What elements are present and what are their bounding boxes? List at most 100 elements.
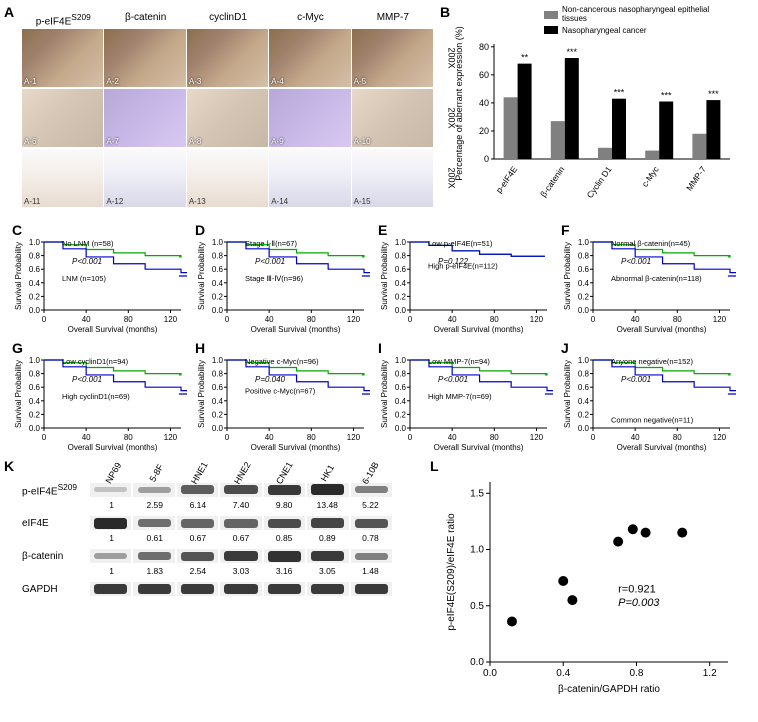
ihc-cell: A-3 — [187, 29, 268, 87]
svg-text:Overall Survival (months): Overall Survival (months) — [251, 325, 341, 334]
col-mmp7: MMP-7 — [352, 12, 434, 27]
svg-text:Overall Survival (months): Overall Survival (months) — [68, 325, 158, 334]
survival-svg: 040801200.00.20.40.60.81.0Overall Surviv… — [12, 356, 187, 452]
band — [90, 582, 131, 596]
svg-text:p-eIF4E: p-eIF4E — [494, 164, 520, 195]
western-row-label: GAPDH — [22, 584, 90, 595]
svg-text:1.0: 1.0 — [212, 238, 224, 247]
svg-text:Normal β-catenin(n=45): Normal β-catenin(n=45) — [611, 239, 691, 248]
ihc-cell-label: A-10 — [352, 136, 373, 147]
ihc-cell: A-13 — [187, 149, 268, 207]
svg-text:0.6: 0.6 — [395, 383, 407, 392]
western-value: 1 — [90, 533, 133, 543]
svg-text:0.2: 0.2 — [212, 292, 224, 301]
svg-text:0.8: 0.8 — [630, 668, 644, 679]
western-value: 7.40 — [219, 500, 262, 510]
svg-text:0.2: 0.2 — [395, 410, 407, 419]
svg-text:High MMP-7(n=69): High MMP-7(n=69) — [428, 392, 492, 401]
svg-text:0.8: 0.8 — [29, 370, 41, 379]
svg-text:***: *** — [708, 89, 719, 99]
band — [177, 549, 218, 563]
western-header: NP695-8FHNE1HNE2CNE1HK16-10B — [92, 468, 392, 478]
western-values: 12.596.147.409.8013.485.22 — [90, 500, 392, 510]
svg-text:0.8: 0.8 — [29, 252, 41, 261]
svg-text:0.4: 0.4 — [556, 668, 570, 679]
ihc-cell: A-2 — [104, 29, 185, 87]
survival-svg: 040801200.00.20.40.60.81.0Overall Surviv… — [561, 356, 736, 452]
panel-i-label: I — [378, 340, 382, 356]
band — [220, 516, 261, 530]
svg-text:80: 80 — [307, 433, 316, 442]
panel-b-label: B — [440, 4, 450, 20]
survival-panel-c: C040801200.00.20.40.60.81.0Overall Survi… — [12, 222, 187, 332]
ihc-cell-label: A-4 — [269, 76, 285, 87]
svg-text:Percentage of aberrant express: Percentage of aberrant expression (%) — [454, 26, 464, 181]
svg-text:P=0.003: P=0.003 — [618, 597, 660, 609]
svg-text:0.4: 0.4 — [29, 279, 41, 288]
svg-text:120: 120 — [164, 315, 178, 324]
svg-text:LNM (n=105): LNM (n=105) — [62, 274, 106, 283]
western-row: GAPDH — [22, 582, 392, 596]
svg-text:***: *** — [614, 88, 625, 98]
western-value: 0.85 — [263, 533, 306, 543]
svg-text:Overall Survival (months): Overall Survival (months) — [251, 443, 341, 452]
svg-text:1.5: 1.5 — [470, 488, 484, 499]
svg-text:0: 0 — [591, 315, 596, 324]
svg-text:0.0: 0.0 — [483, 668, 497, 679]
svg-text:Stage Ⅲ-Ⅳ(n=96): Stage Ⅲ-Ⅳ(n=96) — [245, 274, 304, 283]
svg-text:0.8: 0.8 — [212, 252, 224, 261]
svg-text:80: 80 — [490, 433, 499, 442]
band — [307, 549, 348, 563]
svg-text:1.0: 1.0 — [395, 356, 407, 365]
svg-text:40: 40 — [631, 315, 640, 324]
band — [177, 582, 218, 596]
band — [307, 582, 348, 596]
svg-text:120: 120 — [347, 315, 361, 324]
col-peif4e: p-eIF4ES209 — [22, 12, 104, 27]
western-value: 0.78 — [349, 533, 392, 543]
western-row: β-catenin — [22, 549, 392, 563]
svg-text:P<0.001: P<0.001 — [438, 375, 468, 384]
svg-text:0: 0 — [42, 315, 47, 324]
ihc-cell-label: A-12 — [104, 196, 125, 207]
ihc-cell: A-6 — [22, 89, 103, 147]
ihc-cell: A-7 — [104, 89, 185, 147]
svg-text:0: 0 — [408, 433, 413, 442]
ihc-row: A-11A-12A-13A-14A-15200X — [22, 149, 434, 207]
svg-text:1.2: 1.2 — [703, 668, 717, 679]
band — [133, 582, 174, 596]
svg-text:120: 120 — [347, 433, 361, 442]
panel-g-label: G — [12, 340, 23, 356]
svg-text:0.8: 0.8 — [395, 252, 407, 261]
western-value: 0.67 — [219, 533, 262, 543]
svg-text:0.0: 0.0 — [578, 424, 590, 433]
svg-text:1.0: 1.0 — [29, 356, 41, 365]
survival-panel-d: D040801200.00.20.40.60.81.0Overall Survi… — [195, 222, 370, 332]
survival-svg: 040801200.00.20.40.60.81.0Overall Surviv… — [195, 238, 370, 334]
svg-text:Low MMP-7(n=94): Low MMP-7(n=94) — [428, 357, 490, 366]
panel-c-label: C — [12, 222, 22, 238]
survival-svg: 040801200.00.20.40.60.81.0Overall Surviv… — [195, 356, 370, 452]
svg-text:Survival Probability: Survival Probability — [380, 242, 389, 310]
svg-text:40: 40 — [265, 315, 274, 324]
western-value: 1.48 — [349, 566, 392, 576]
svg-text:60: 60 — [479, 70, 489, 80]
svg-text:40: 40 — [82, 315, 91, 324]
svg-text:Stage Ⅰ-Ⅱ(n=67): Stage Ⅰ-Ⅱ(n=67) — [245, 239, 297, 248]
panel-j-label: J — [561, 340, 569, 356]
svg-text:1.0: 1.0 — [578, 356, 590, 365]
svg-text:0: 0 — [484, 154, 489, 164]
ihc-cell-label: A-6 — [22, 136, 38, 147]
ihc-cell: A-5 — [352, 29, 433, 87]
band — [220, 483, 261, 497]
ihc-cell-label: A-7 — [104, 136, 120, 147]
svg-text:Overall Survival (months): Overall Survival (months) — [617, 443, 707, 452]
band — [133, 516, 174, 530]
ihc-cell: A-10 — [352, 89, 433, 147]
band — [351, 516, 392, 530]
panel-a-label: A — [4, 4, 14, 20]
panel-h-label: H — [195, 340, 205, 356]
band — [133, 549, 174, 563]
svg-text:40: 40 — [82, 433, 91, 442]
ihc-column-headers: p-eIF4ES209 β-catenin cyclinD1 c-Myc MMP… — [22, 12, 434, 27]
